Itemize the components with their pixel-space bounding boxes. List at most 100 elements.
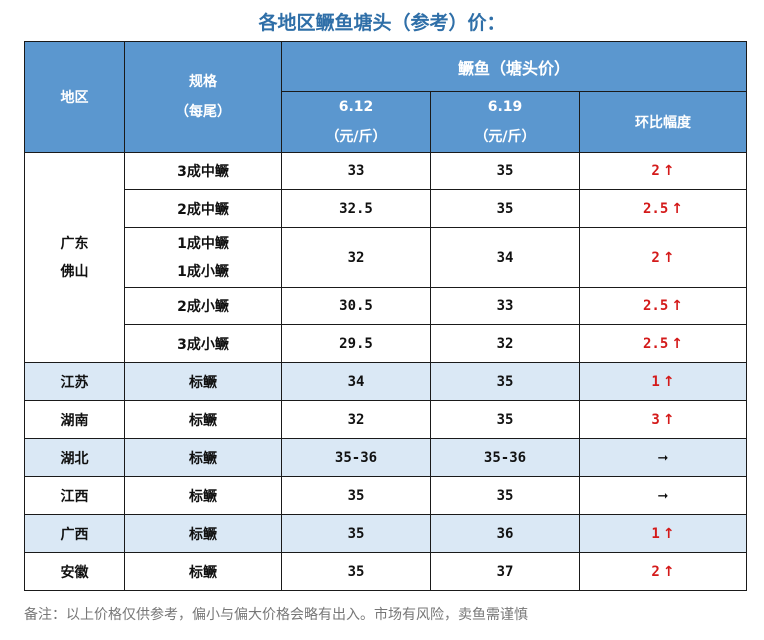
price-612: 29.5 (281, 324, 431, 363)
spec-cell: 标鳜 (124, 438, 282, 477)
header-date2-unit: （元/斤） (474, 129, 536, 145)
arrow-right-icon: ➞ (657, 450, 669, 466)
change-cell: 2 ↑ (579, 227, 747, 288)
change-cell: 2.5 ↑ (579, 324, 747, 363)
spec-line: 1成小鳜 (177, 263, 229, 280)
header-date1-unit: （元/斤） (325, 129, 387, 145)
price-619: 33 (430, 287, 580, 325)
price-612: 30.5 (281, 287, 431, 325)
table-row: 广西 标鳜 35 36 1 ↑ (24, 514, 747, 553)
price-619: 36 (430, 514, 580, 553)
header-spec-unit: （每尾） (175, 104, 231, 120)
spec-cell: 标鳜 (124, 362, 282, 401)
price-612: 34 (281, 362, 431, 401)
price-619: 35 (430, 400, 580, 439)
price-612: 32 (281, 227, 431, 288)
table-row: 湖南 标鳜 32 35 3 ↑ (24, 400, 747, 439)
spec-cell: 1成中鳜 1成小鳜 (124, 227, 282, 288)
arrow-up-icon: ↑ (662, 163, 675, 179)
price-612: 32 (281, 400, 431, 439)
table-row: 3成小鳜 29.5 32 2.5 ↑ (25, 324, 747, 363)
change-value: 3 (651, 411, 660, 428)
header-region: 地区 (24, 41, 125, 153)
price-619: 35 (430, 189, 580, 228)
table-row: 2成中鳜 32.5 35 2.5 ↑ (25, 189, 747, 228)
change-cell: 2 ↑ (579, 152, 747, 190)
region-cell: 湖北 (24, 438, 125, 477)
change-cell: ➞ (579, 438, 747, 477)
price-612: 32.5 (281, 189, 431, 228)
arrow-up-icon: ↑ (662, 525, 675, 542)
spec-cell: 标鳜 (124, 400, 282, 439)
header-change: 环比幅度 (579, 91, 747, 153)
change-cell: 2.5 ↑ (579, 287, 747, 325)
page-title: 各地区鳜鱼塘头（参考）价： (258, 12, 506, 34)
header-date1: 6.12 （元/斤） (281, 91, 431, 153)
price-612: 33 (281, 152, 431, 190)
spec-line: 1成中鳜 (177, 235, 229, 252)
price-619: 32 (430, 324, 580, 363)
price-612: 35-36 (281, 438, 431, 477)
header-date2-label: 6.19 (487, 99, 523, 115)
arrow-up-icon: ↑ (671, 200, 684, 217)
header-spec-label: 规格 (189, 74, 217, 90)
change-cell: ➞ (579, 476, 747, 515)
price-619: 35 (430, 362, 580, 401)
header-date2: 6.19 （元/斤） (430, 91, 580, 153)
price-612: 35 (281, 552, 431, 591)
region-cell: 湖南 (24, 400, 125, 439)
spec-cell: 2成小鳜 (124, 287, 282, 325)
header-date1-label: 6.12 (338, 99, 374, 115)
change-value: 1 (651, 525, 660, 542)
table-row: 1成中鳜 1成小鳜 32 34 2 ↑ (25, 227, 747, 288)
price-619: 35 (430, 152, 580, 190)
arrow-up-icon: ↑ (671, 335, 684, 352)
spec-cell: 3成小鳜 (124, 324, 282, 363)
table-row: 广东 佛山 3成中鳜 33 35 2 ↑ (24, 152, 747, 363)
spec-cell: 标鳜 (124, 476, 282, 515)
price-612: 35 (281, 476, 431, 515)
change-value: 2 (651, 563, 660, 580)
spec-cell: 标鳜 (124, 552, 282, 591)
spec-cell: 标鳜 (124, 514, 282, 553)
price-table: 地区 规格 （每尾） 鳜鱼（塘头价） 6.12 （元/斤） 6.19 （元/斤）… (24, 41, 747, 591)
arrow-up-icon: ↑ (662, 411, 675, 428)
change-cell: 1 ↑ (579, 362, 747, 401)
change-value: 2 (651, 249, 660, 266)
region-guangdong-foshan: 广东 佛山 (24, 152, 125, 363)
change-value: 2.5 (642, 200, 669, 217)
change-cell: 3 ↑ (579, 400, 747, 439)
change-value: 2 (651, 163, 660, 179)
change-cell: 2.5 ↑ (579, 189, 747, 228)
change-cell: 1 ↑ (579, 514, 747, 553)
table-row: 安徽 标鳜 35 37 2 ↑ (24, 552, 747, 591)
spec-cell: 2成中鳜 (124, 189, 282, 228)
price-619: 34 (430, 227, 580, 288)
region-cell: 广西 (24, 514, 125, 553)
table-row: 湖北 标鳜 35-36 35-36 ➞ (24, 438, 747, 477)
price-619: 37 (430, 552, 580, 591)
arrow-up-icon: ↑ (662, 563, 675, 580)
header-group: 鳜鱼（塘头价） (281, 41, 747, 92)
region-cell: 安徽 (24, 552, 125, 591)
change-cell: 2 ↑ (579, 552, 747, 591)
change-value: 2.5 (642, 298, 669, 314)
region-line: 佛山 (60, 263, 89, 280)
price-619: 35-36 (430, 438, 580, 477)
header-spec: 规格 （每尾） (124, 41, 282, 153)
footnote: 备注：以上价格仅供参考，偏小与偏大价格会略有出入。市场有风险，卖鱼需谨慎 (24, 607, 528, 623)
change-value: 2.5 (642, 335, 669, 352)
arrow-up-icon: ↑ (662, 373, 675, 390)
table-row: 江西 标鳜 35 35 ➞ (24, 476, 747, 515)
arrow-right-icon: ➞ (657, 488, 669, 504)
spec-cell: 3成中鳜 (124, 152, 282, 190)
price-612: 35 (281, 514, 431, 553)
price-619: 35 (430, 476, 580, 515)
region-cell: 江苏 (24, 362, 125, 401)
region-cell: 江西 (24, 476, 125, 515)
table-row: 2成小鳜 30.5 33 2.5 ↑ (25, 287, 747, 325)
arrow-up-icon: ↑ (662, 249, 675, 266)
table-row: 江苏 标鳜 34 35 1 ↑ (24, 362, 747, 401)
region-line: 广东 (60, 235, 89, 252)
arrow-up-icon: ↑ (671, 298, 684, 314)
